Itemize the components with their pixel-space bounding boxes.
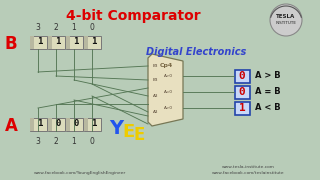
Text: 2: 2	[54, 22, 58, 32]
Text: B3: B3	[153, 64, 158, 68]
Text: A: A	[4, 117, 17, 135]
Text: A3: A3	[153, 110, 158, 114]
Text: A < B: A < B	[255, 103, 281, 112]
Text: A = B: A = B	[255, 87, 281, 96]
Text: 1: 1	[72, 22, 76, 32]
Bar	[29, 118, 34, 130]
Text: 3: 3	[36, 136, 40, 145]
Text: 1: 1	[91, 120, 97, 129]
Text: 0: 0	[239, 71, 245, 81]
Text: A=0: A=0	[164, 90, 173, 94]
Text: 1: 1	[37, 37, 43, 46]
Text: www.facebook.com/teslainstitute: www.facebook.com/teslainstitute	[212, 171, 284, 175]
Circle shape	[270, 4, 302, 36]
Text: A>0: A>0	[164, 106, 173, 110]
Bar	[66, 118, 69, 130]
Bar	[29, 118, 46, 130]
Bar	[235, 86, 250, 98]
Text: 3: 3	[36, 22, 40, 32]
Text: Y: Y	[109, 118, 123, 138]
Bar	[47, 118, 65, 130]
Text: 0: 0	[90, 22, 94, 32]
Bar	[47, 35, 65, 48]
Text: 1: 1	[72, 136, 76, 145]
Bar	[235, 69, 250, 82]
Text: TESLA: TESLA	[276, 14, 296, 19]
Bar	[66, 35, 69, 48]
Text: INSTITUTE: INSTITUTE	[276, 21, 297, 25]
Text: Digital Electronics: Digital Electronics	[146, 47, 246, 57]
Text: 0: 0	[90, 136, 94, 145]
Bar	[47, 118, 52, 130]
Bar	[47, 35, 52, 48]
Text: 1: 1	[91, 37, 97, 46]
Text: 0: 0	[55, 120, 61, 129]
Bar	[29, 35, 46, 48]
Bar	[84, 118, 87, 130]
Text: A3: A3	[153, 94, 158, 98]
Bar	[235, 102, 250, 114]
Text: A > B: A > B	[255, 71, 281, 80]
Text: Cp4: Cp4	[159, 64, 172, 69]
Bar	[84, 35, 87, 48]
Text: www.tesla-institute.com: www.tesla-institute.com	[221, 165, 275, 169]
Text: 1: 1	[37, 120, 43, 129]
Text: E: E	[122, 123, 134, 141]
Bar	[29, 35, 34, 48]
Text: 0: 0	[73, 120, 79, 129]
Polygon shape	[148, 54, 183, 126]
Text: B3: B3	[153, 78, 158, 82]
Text: 1: 1	[55, 37, 61, 46]
Bar	[66, 35, 83, 48]
Text: 2: 2	[54, 136, 58, 145]
Bar	[84, 118, 100, 130]
Text: A>0: A>0	[164, 74, 173, 78]
Text: 4-bit Comparator: 4-bit Comparator	[66, 9, 200, 23]
Text: 1: 1	[239, 103, 245, 113]
Text: E: E	[133, 126, 145, 144]
Bar	[66, 118, 83, 130]
Text: 0: 0	[239, 87, 245, 97]
Text: 1: 1	[73, 37, 79, 46]
Text: B: B	[5, 35, 17, 53]
Text: www.facebook.com/YoungEnglishEngineer: www.facebook.com/YoungEnglishEngineer	[34, 171, 126, 175]
Bar	[84, 35, 100, 48]
